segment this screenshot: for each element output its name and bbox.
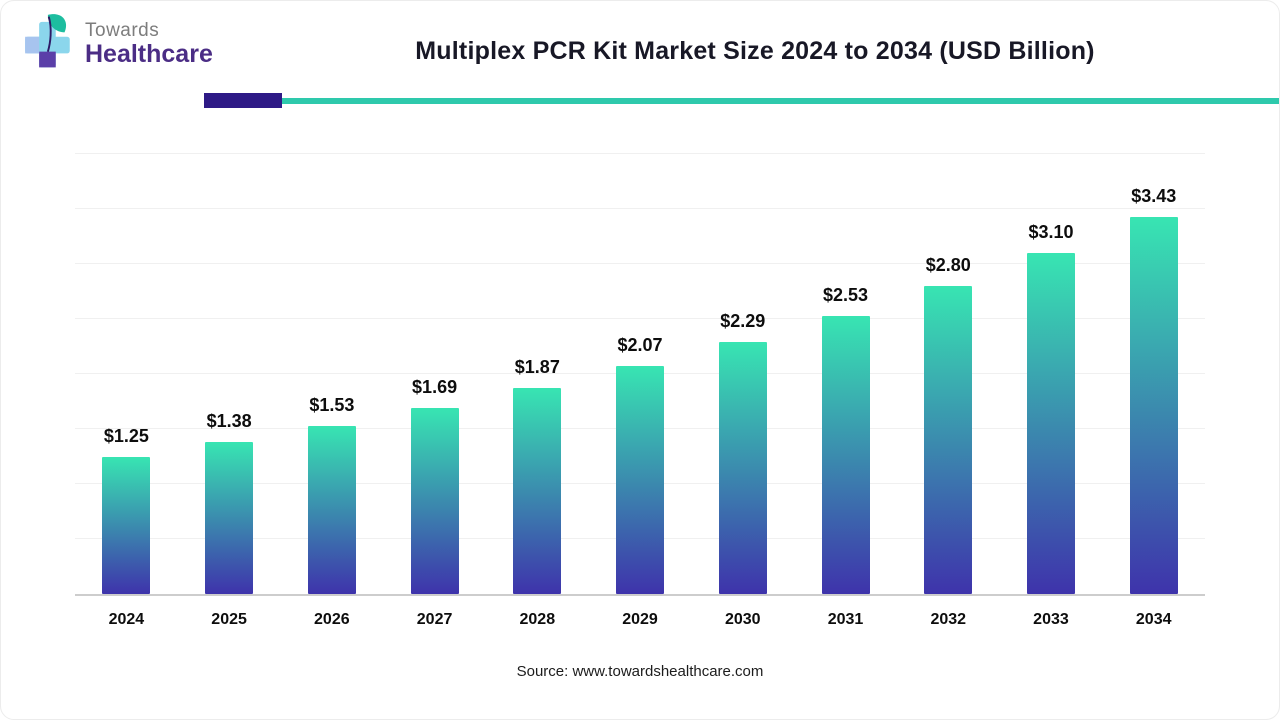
bar-value-label: $1.53 [309, 394, 355, 415]
towards-healthcare-logo-icon [19, 13, 75, 76]
bar [1129, 216, 1178, 594]
bar-value-label: $1.25 [103, 425, 149, 446]
logo-text: Towards Healthcare [85, 20, 213, 69]
bar [102, 456, 151, 594]
x-axis-label: 2031 [827, 611, 864, 628]
towards-healthcare-logo: Towards Healthcare [19, 13, 213, 76]
bar-value-label: $1.87 [514, 357, 560, 378]
x-axis-label: 2033 [1033, 611, 1069, 628]
bar-column: $1.38 [178, 411, 281, 594]
plot-area: $1.25 $1.38 $1.53 $1.69 $1.87 $2.07 $2.29 $2.53… [75, 153, 1205, 596]
x-axis-labels: 2024 2025 2026 2027 2028 2029 2030 2031 2032 2033… [75, 596, 1205, 629]
x-axis-label: 2034 [1135, 611, 1172, 628]
gridline [75, 318, 1205, 319]
bar [513, 388, 562, 594]
x-axis-label: 2030 [724, 611, 761, 628]
x-axis-label: 2028 [519, 611, 556, 628]
bar [1026, 253, 1075, 594]
bar-column: $2.80 [897, 255, 1000, 594]
bar-value-label: $2.29 [720, 311, 766, 332]
bar [410, 408, 459, 594]
gridline [75, 153, 1205, 154]
bar [307, 425, 356, 594]
bar-value-label: $1.38 [206, 411, 252, 432]
bar-value-label: $2.53 [822, 284, 869, 305]
bar-column: $1.53 [280, 395, 383, 594]
source-text: Source: www.towardshealthcare.com [516, 663, 764, 680]
bar-column: $2.53 [794, 285, 897, 594]
bar-column: $3.43 [1102, 186, 1205, 594]
bar [718, 342, 767, 594]
header-divider [204, 93, 1279, 108]
bar-chart: $1.25 $1.38 $1.53 $1.69 $1.87 $2.07 $2.29 $2.53… [75, 153, 1205, 629]
x-axis-label: 2024 [108, 611, 145, 628]
bar-value-label: $3.43 [1131, 185, 1177, 206]
bar-column: $2.29 [691, 311, 794, 594]
x-axis-label: 2026 [314, 611, 350, 628]
chart-title: Multiplex PCR Kit Market Size 2024 to 20… [415, 37, 1095, 65]
bar-column: $3.10 [1000, 222, 1103, 594]
bar [821, 315, 870, 594]
gridline [75, 263, 1205, 264]
x-axis-label: 2032 [930, 611, 967, 628]
bar-value-label: $2.07 [617, 335, 663, 356]
bar-column: $1.87 [486, 357, 589, 594]
gridline [75, 208, 1205, 209]
bar [205, 442, 254, 594]
logo-text-healthcare: Healthcare [85, 40, 213, 69]
x-axis-label: 2027 [416, 611, 453, 628]
bar-value-label: $3.10 [1028, 222, 1074, 242]
header: Towards Healthcare Multiplex PCR Kit Mar… [1, 1, 1279, 93]
bar [924, 286, 973, 594]
bar-column: $1.25 [75, 425, 178, 594]
logo-text-towards: Towards [85, 20, 160, 42]
bar-value-label: $2.80 [925, 255, 971, 275]
bar-value-label: $1.69 [412, 377, 458, 398]
divider-purple-segment [204, 93, 282, 108]
bar [616, 366, 665, 594]
bar-column: $2.07 [589, 335, 692, 594]
divider-teal-line [282, 97, 1279, 104]
x-axis-label: 2025 [211, 611, 247, 628]
x-axis-label: 2029 [622, 611, 658, 628]
bar-column: $1.69 [383, 377, 486, 594]
